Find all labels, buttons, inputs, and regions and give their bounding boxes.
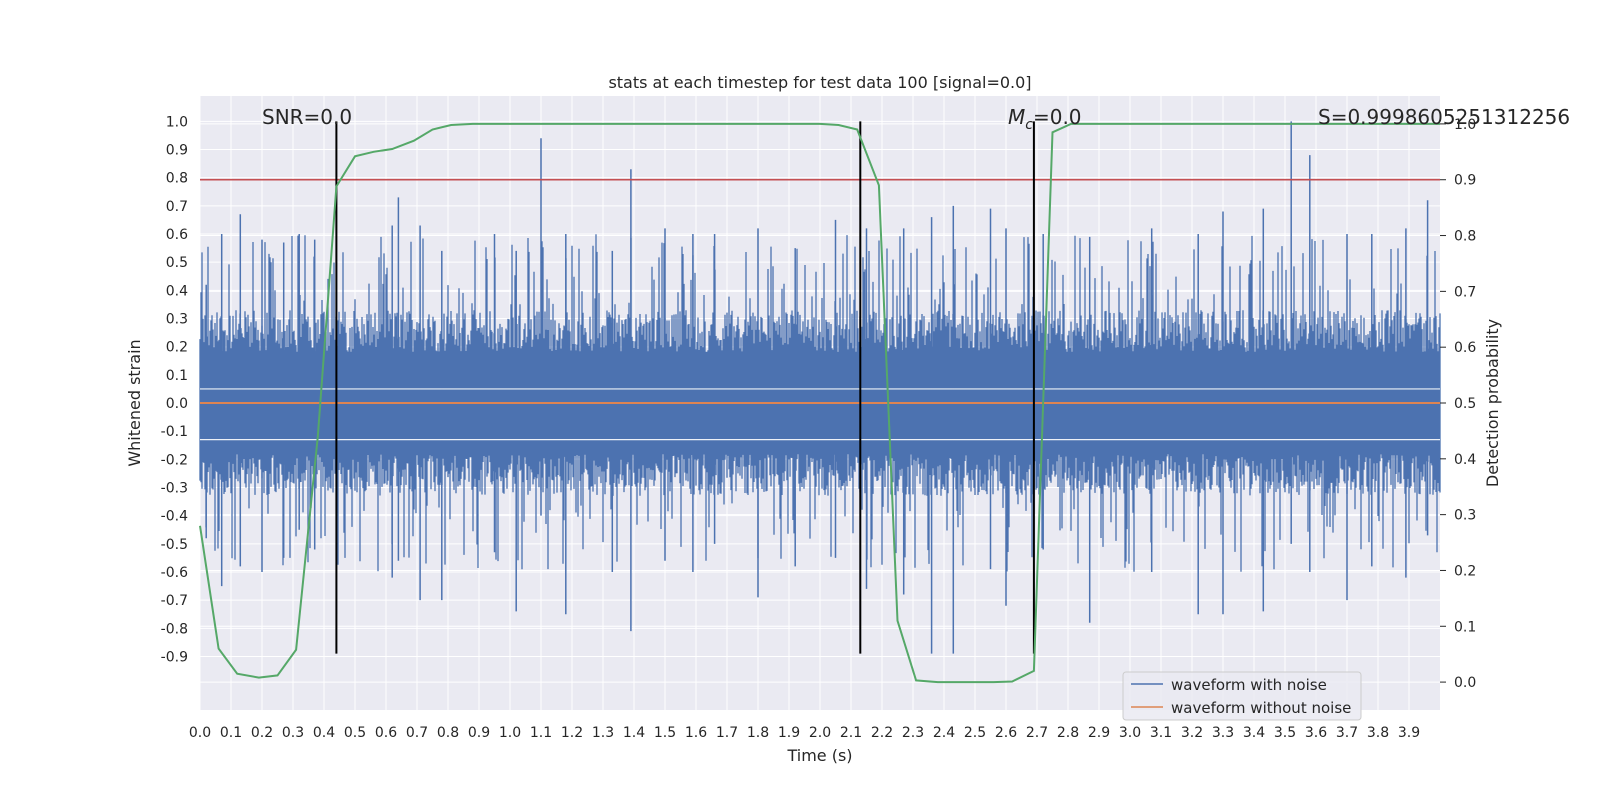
x-tick-label: 3.3 — [1212, 725, 1234, 741]
x-tick-label: 2.7 — [1026, 725, 1048, 741]
y-tick-label: -0.5 — [161, 537, 188, 553]
x-tick-label: 0.0 — [189, 725, 211, 741]
x-tick-label: 1.8 — [747, 725, 769, 741]
y2-tick-label: 0.7 — [1454, 284, 1476, 300]
y2-tick-label: 0.0 — [1454, 675, 1476, 691]
x-tick-label: 1.3 — [592, 725, 614, 741]
y-tick-label: 0.2 — [166, 340, 188, 356]
legend-box — [1122, 671, 1362, 721]
probability-line — [199, 122, 1440, 684]
y-ticks: 1.0 0.9 0.8 0.7 0.6 0.5 0.4 0.3 0.2 0.1 0.0 -0.1 -0.… — [161, 114, 188, 665]
x-tick-label: 2.6 — [995, 725, 1017, 741]
y-tick-label: 0.4 — [166, 283, 188, 299]
mc-symbol: M — [1008, 105, 1025, 129]
y-tick-label: -0.9 — [161, 649, 188, 665]
x-tick-label: 1.7 — [716, 725, 738, 741]
x-tick-label: 3.8 — [1367, 725, 1389, 741]
y2-tick-label: 0.8 — [1454, 229, 1476, 245]
mc-value: =0.0 — [1033, 105, 1082, 129]
x-tick-label: 1.1 — [530, 725, 552, 741]
snr-annotation: SNR=0.0 — [262, 105, 352, 129]
x-tick-label: 0.7 — [406, 725, 428, 741]
mc-annotation: Mc=0.0 — [1008, 105, 1082, 133]
y2-tick-label: 0.2 — [1454, 563, 1476, 579]
y-tick-label: -0.1 — [161, 424, 188, 440]
x-tick-label: 3.4 — [1243, 725, 1265, 741]
y2-tick-label: 1.0 — [1454, 117, 1476, 133]
y-tick-label: -0.2 — [161, 452, 188, 468]
x-axis-label: Time (s) — [786, 746, 852, 765]
y2-tick-label: 0.9 — [1454, 173, 1476, 189]
y2-tick-label: 0.3 — [1454, 508, 1476, 524]
vertical-markers — [335, 121, 1035, 654]
x-tick-label: 3.9 — [1398, 725, 1420, 741]
x-tick-label: 3.7 — [1336, 725, 1358, 741]
y-tick-label: -0.8 — [161, 621, 188, 637]
y2-tick-label: 0.5 — [1454, 396, 1476, 412]
x-tick-label: 3.6 — [1305, 725, 1327, 741]
x-tick-label: 2.9 — [1088, 725, 1110, 741]
y-tick-label: 0.3 — [166, 312, 188, 328]
x-tick-label: 0.1 — [220, 725, 242, 741]
y2-tick-label: 0.4 — [1454, 452, 1476, 468]
mc-subscript: c — [1025, 117, 1033, 133]
x-tick-label: 1.4 — [623, 725, 645, 741]
x-tick-label: 0.3 — [282, 725, 304, 741]
x-tick-label: 1.5 — [654, 725, 676, 741]
x-tick-label: 1.6 — [685, 725, 707, 741]
x-tick-label: 2.4 — [933, 725, 955, 741]
y-tick-label: 0.9 — [166, 143, 188, 159]
x-tick-label: 2.0 — [809, 725, 831, 741]
x-tick-label: 0.8 — [437, 725, 459, 741]
x-tick-label: 2.8 — [1057, 725, 1079, 741]
y-tick-label: 0.5 — [166, 255, 188, 271]
x-tick-label: 3.1 — [1150, 725, 1172, 741]
y-tick-label: -0.7 — [161, 593, 188, 609]
y2-ticks: 1.0 0.9 0.8 0.7 0.6 0.5 0.4 0.3 0.2 0.1 0.0 — [1440, 117, 1476, 691]
y-tick-label: 0.0 — [166, 396, 188, 412]
y2-tick-label: 0.1 — [1454, 619, 1476, 635]
y-tick-label: 0.6 — [166, 227, 188, 243]
x-tick-label: 3.5 — [1274, 725, 1296, 741]
y-axis-label: Whitened strain — [125, 339, 144, 466]
s-annotation: S=0.999860525131225​6 — [1318, 105, 1570, 129]
x-tick-label: 2.3 — [902, 725, 924, 741]
x-tick-label: 2.5 — [964, 725, 986, 741]
x-tick-label: 0.9 — [468, 725, 490, 741]
x-tick-label: 0.4 — [313, 725, 335, 741]
x-tick-label: 2.1 — [840, 725, 862, 741]
x-tick-label: 0.5 — [344, 725, 366, 741]
legend-label-clean: waveform without noise — [1171, 699, 1351, 717]
y-tick-label: 0.7 — [166, 199, 188, 215]
x-tick-label: 0.6 — [375, 725, 397, 741]
x-ticks: 0.0 0.1 0.2 0.3 0.4 0.5 0.6 0.7 0.8 0.9 1.0 1.1 1.2 1… — [189, 725, 1420, 741]
y2-axis-label: Detection probability — [1483, 319, 1502, 487]
x-tick-label: 0.2 — [251, 725, 273, 741]
x-tick-label: 3.0 — [1119, 725, 1141, 741]
x-tick-label: 1.0 — [499, 725, 521, 741]
legend-label-noisy: waveform with noise — [1171, 676, 1327, 694]
x-tick-label: 1.9 — [778, 725, 800, 741]
y2-tick-label: 0.6 — [1454, 340, 1476, 356]
x-tick-label: 3.2 — [1181, 725, 1203, 741]
y-tick-label: 1.0 — [166, 114, 188, 130]
chart-title: stats at each timestep for test data 100… — [608, 73, 1031, 92]
y-tick-label: -0.3 — [161, 480, 188, 496]
legend: waveform with noise waveform without noi… — [1122, 671, 1362, 721]
y-tick-label: -0.6 — [161, 565, 188, 581]
probability-series — [199, 122, 1440, 684]
y-tick-label: -0.4 — [161, 509, 188, 525]
x-tick-label: 2.2 — [871, 725, 893, 741]
x-tick-label: 1.2 — [561, 725, 583, 741]
y-tick-label: 0.8 — [166, 171, 188, 187]
y-tick-label: 0.1 — [166, 368, 188, 384]
